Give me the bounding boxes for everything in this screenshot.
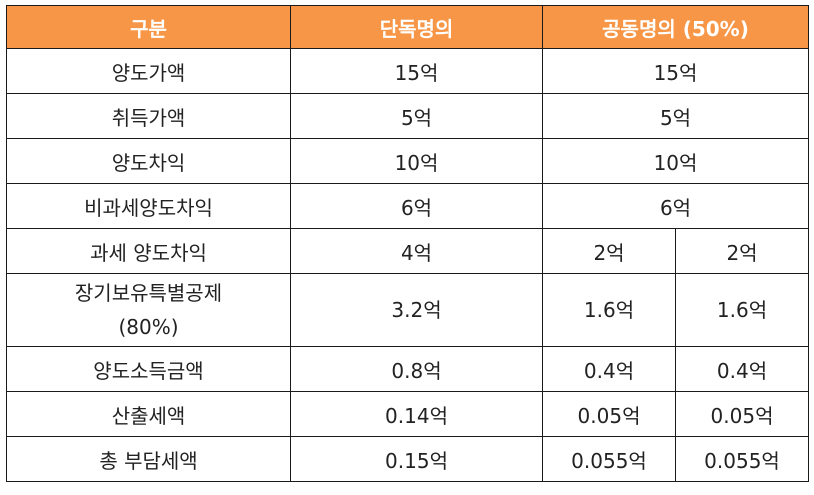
row-label: 산출세액 bbox=[6, 391, 291, 437]
row-label: 과세 양도차익 bbox=[6, 228, 291, 274]
row-label: 비과세양도차익 bbox=[6, 183, 291, 229]
table-header: 구분 단독명의 공동명의 (50%) bbox=[6, 5, 809, 49]
joint-value-b: 1.6억 bbox=[675, 273, 809, 347]
header-row: 구분 단독명의 공동명의 (50%) bbox=[6, 5, 809, 49]
table-body: 양도가액 15억 15억 취득가액 5억 5억 양도차익 10억 10억 비과세… bbox=[6, 48, 809, 482]
joint-value-a: 0.05억 bbox=[542, 391, 676, 437]
table-row: 과세 양도차익 4억 2억 2억 bbox=[6, 228, 809, 274]
table-row: 산출세액 0.14억 0.05억 0.05억 bbox=[6, 391, 809, 437]
joint-value-b: 2억 bbox=[675, 228, 809, 274]
joint-value: 6억 bbox=[542, 183, 809, 229]
row-label-line2: (80%) bbox=[118, 315, 179, 339]
joint-value-b: 0.055억 bbox=[675, 436, 809, 482]
table-row: 양도소득금액 0.8억 0.4억 0.4억 bbox=[6, 346, 809, 392]
joint-value: 15억 bbox=[542, 48, 809, 94]
row-label: 장기보유특별공제 (80%) bbox=[6, 273, 291, 347]
table-row: 총 부담세액 0.15억 0.055억 0.055억 bbox=[6, 436, 809, 482]
table-row: 장기보유특별공제 (80%) 3.2억 1.6억 1.6억 bbox=[6, 273, 809, 347]
joint-value-a: 0.4억 bbox=[542, 346, 676, 392]
row-label: 총 부담세액 bbox=[6, 436, 291, 482]
row-label: 양도소득금액 bbox=[6, 346, 291, 392]
joint-value-a: 0.055억 bbox=[542, 436, 676, 482]
single-value: 0.14억 bbox=[290, 391, 543, 437]
single-value: 3.2억 bbox=[290, 273, 543, 347]
joint-value-b: 0.4억 bbox=[675, 346, 809, 392]
single-value: 15억 bbox=[290, 48, 543, 94]
joint-value: 5억 bbox=[542, 93, 809, 139]
joint-value-a: 2억 bbox=[542, 228, 676, 274]
single-value: 0.8억 bbox=[290, 346, 543, 392]
row-label-line1: 장기보유특별공제 bbox=[74, 281, 223, 305]
joint-value-b: 0.05억 bbox=[675, 391, 809, 437]
single-value: 5억 bbox=[290, 93, 543, 139]
table-row: 양도가액 15억 15억 bbox=[6, 48, 809, 94]
table-row: 비과세양도차익 6억 6억 bbox=[6, 183, 809, 229]
single-value: 10억 bbox=[290, 138, 543, 184]
single-value: 6억 bbox=[290, 183, 543, 229]
header-category: 구분 bbox=[6, 5, 291, 49]
joint-value: 10억 bbox=[542, 138, 809, 184]
row-label: 취득가액 bbox=[6, 93, 291, 139]
header-joint-ownership: 공동명의 (50%) bbox=[542, 5, 809, 49]
row-label: 양도가액 bbox=[6, 48, 291, 94]
single-value: 4억 bbox=[290, 228, 543, 274]
header-single-ownership: 단독명의 bbox=[290, 5, 543, 49]
tax-comparison-table: 구분 단독명의 공동명의 (50%) 양도가액 15억 15억 취득가액 5억 … bbox=[6, 5, 809, 482]
table-row: 양도차익 10억 10억 bbox=[6, 138, 809, 184]
joint-value-a: 1.6억 bbox=[542, 273, 676, 347]
row-label: 양도차익 bbox=[6, 138, 291, 184]
table-row: 취득가액 5억 5억 bbox=[6, 93, 809, 139]
single-value: 0.15억 bbox=[290, 436, 543, 482]
